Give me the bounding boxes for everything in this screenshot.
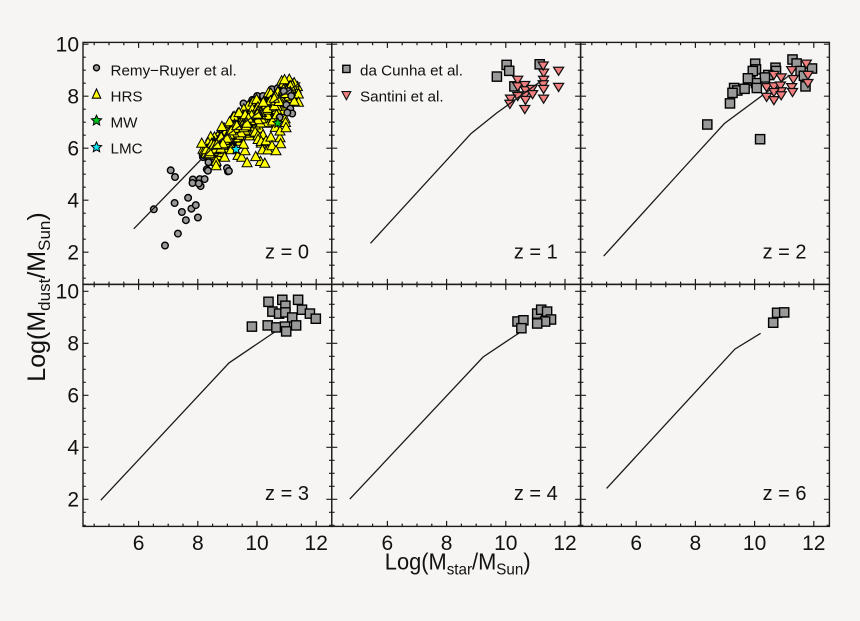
svg-text:z = 4: z = 4 xyxy=(514,483,558,505)
svg-text:z = 1: z = 1 xyxy=(514,241,558,263)
svg-text:12: 12 xyxy=(553,532,576,555)
svg-text:8: 8 xyxy=(67,333,79,356)
svg-text:MW: MW xyxy=(111,114,139,131)
svg-text:4: 4 xyxy=(67,190,79,213)
svg-text:8: 8 xyxy=(192,532,204,555)
svg-text:Log(Mstar/MSun): Log(Mstar/MSun) xyxy=(385,549,531,579)
svg-text:10: 10 xyxy=(56,281,79,304)
svg-text:z = 2: z = 2 xyxy=(763,241,807,263)
svg-text:6: 6 xyxy=(382,532,394,555)
svg-text:da Cunha et al.: da Cunha et al. xyxy=(360,62,463,79)
svg-text:6: 6 xyxy=(67,138,79,161)
svg-text:8: 8 xyxy=(690,532,702,555)
svg-text:8: 8 xyxy=(441,532,453,555)
svg-text:6: 6 xyxy=(133,532,145,555)
svg-text:4: 4 xyxy=(67,437,79,460)
svg-text:Santini et al.: Santini et al. xyxy=(360,88,444,105)
svg-text:10: 10 xyxy=(245,532,268,555)
svg-text:LMC: LMC xyxy=(111,140,143,157)
svg-text:HRS: HRS xyxy=(111,88,143,105)
svg-text:12: 12 xyxy=(802,532,825,555)
svg-text:2: 2 xyxy=(67,489,79,512)
svg-text:12: 12 xyxy=(305,532,328,555)
svg-text:10: 10 xyxy=(743,532,766,555)
svg-text:Remy−Ruyer et al.: Remy−Ruyer et al. xyxy=(111,62,237,79)
svg-text:10: 10 xyxy=(56,34,79,57)
svg-text:6: 6 xyxy=(67,385,79,408)
svg-text:z = 0: z = 0 xyxy=(265,241,309,263)
svg-text:10: 10 xyxy=(494,532,517,555)
svg-text:2: 2 xyxy=(67,242,79,265)
svg-text:z = 3: z = 3 xyxy=(265,483,309,505)
svg-text:8: 8 xyxy=(67,86,79,109)
svg-text:z = 6: z = 6 xyxy=(763,483,807,505)
svg-text:6: 6 xyxy=(630,532,642,555)
